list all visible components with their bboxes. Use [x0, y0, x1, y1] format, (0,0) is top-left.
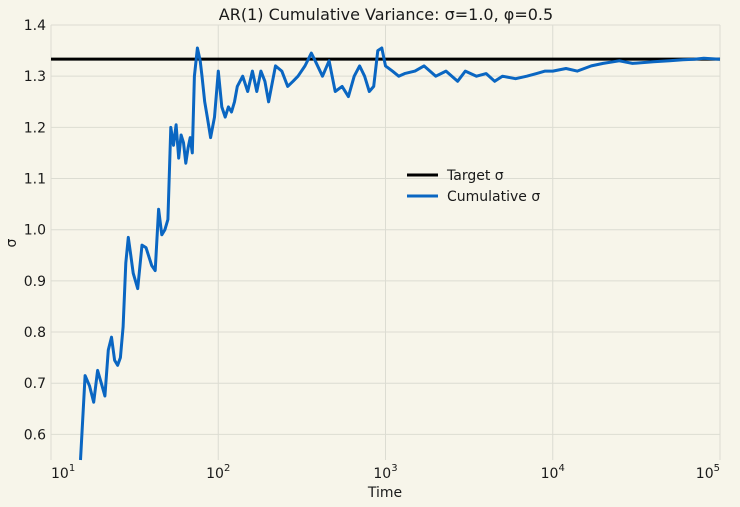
x-tick-label: 104 [541, 463, 565, 482]
cumulative-sigma-line [79, 46, 721, 461]
y-tick-label: 1.4 [24, 18, 46, 34]
x-tick-label: 103 [373, 463, 397, 482]
grid-layer [50, 24, 721, 460]
y-tick-label: 1.2 [24, 120, 46, 136]
chart-title: AR(1) Cumulative Variance: σ=1.0, φ=0.5 [219, 5, 553, 24]
y-tick-label: 0.6 [24, 427, 46, 443]
axis-layer: 0.6 0.7 0.8 0.9 1.0 1.1 1.2 1.3 1.4 101 102 103 104 1… [24, 18, 720, 482]
x-tick-label: 101 [51, 463, 75, 482]
y-tick-label: 0.7 [24, 376, 46, 392]
y-axis-label: σ [4, 238, 20, 247]
series-layer [51, 46, 721, 461]
y-tick-label: 0.9 [24, 274, 46, 290]
legend: Target σ Cumulative σ [407, 168, 540, 205]
x-tick-label: 105 [696, 463, 720, 482]
x-tick-label: 102 [206, 463, 230, 482]
y-tick-label: 1.0 [24, 223, 46, 239]
y-tick-label: 0.8 [24, 325, 46, 341]
legend-label: Cumulative σ [447, 189, 540, 205]
x-axis-label: Time [367, 485, 402, 501]
y-tick-label: 1.1 [24, 172, 46, 188]
legend-label: Target σ [446, 168, 504, 184]
y-tick-label: 1.3 [24, 69, 46, 85]
